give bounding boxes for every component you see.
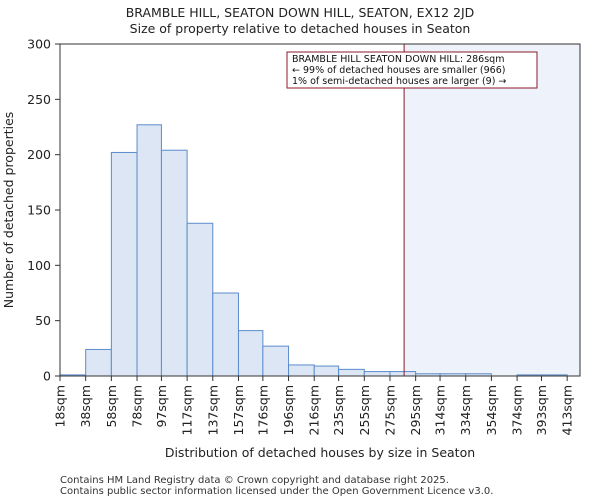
x-tick-label: 275sqm [382, 385, 397, 435]
y-tick-label: 300 [27, 37, 51, 52]
bar-78sqm [136, 124, 162, 377]
bar-216sqm [313, 365, 340, 377]
y-tick-label: 50 [35, 313, 51, 328]
annotation-box: BRAMBLE HILL SEATON DOWN HILL: 286sqm ← … [286, 51, 538, 89]
y-axis-title: Number of detached properties [1, 112, 16, 309]
bar-38sqm [85, 348, 112, 377]
bar-275sqm [389, 371, 417, 377]
chart-title: BRAMBLE HILL, SEATON DOWN HILL, SEATON, … [126, 5, 475, 20]
x-tick-label: 176sqm [255, 385, 270, 435]
bar-157sqm [237, 330, 264, 377]
x-tick-label: 255sqm [357, 385, 372, 435]
y-axis: 0 50 100 150 200 250 300 [27, 37, 60, 384]
annotation-line-3: 1% of semi-detached houses are larger (9… [292, 76, 506, 87]
bars-group [59, 124, 568, 377]
x-tick-label: 38sqm [78, 385, 93, 428]
x-tick-label: 354sqm [484, 385, 499, 435]
x-tick-label: 374sqm [510, 385, 525, 435]
x-tick-label: 334sqm [458, 385, 473, 435]
shaded-region [404, 44, 580, 376]
y-tick-label: 200 [27, 147, 51, 162]
bar-176sqm [262, 345, 290, 377]
y-tick-label: 150 [27, 203, 51, 218]
bar-117sqm [186, 222, 214, 377]
x-axis: 18sqm 38sqm 58sqm 78sqm 97sqm 117sqm 137sqm 157… [53, 376, 575, 435]
bar-196sqm [288, 364, 315, 377]
annotation-line-2: ← 99% of detached houses are smaller (96… [292, 65, 505, 76]
x-tick-label: 78sqm [130, 385, 145, 428]
y-tick-label: 0 [43, 369, 51, 384]
annotation-box-frame [286, 51, 538, 89]
annotation-line-1: BRAMBLE HILL SEATON DOWN HILL: 286sqm [292, 54, 504, 65]
x-tick-label: 314sqm [433, 385, 448, 435]
x-tick-label: 117sqm [180, 385, 195, 435]
x-tick-label: 58sqm [104, 385, 119, 428]
x-tick-label: 97sqm [154, 385, 169, 428]
x-tick-label: 393sqm [534, 385, 549, 435]
x-tick-label: 196sqm [281, 385, 296, 435]
x-tick-label: 295sqm [408, 385, 423, 435]
x-tick-label: 137sqm [205, 385, 220, 435]
bar-235sqm [338, 368, 365, 377]
x-tick-label: 216sqm [307, 385, 322, 435]
x-tick-label: 18sqm [53, 385, 68, 428]
footer-line-2: Contains public sector information licen… [60, 486, 493, 497]
x-axis-title: Distribution of detached houses by size … [165, 445, 475, 460]
bar-58sqm [110, 151, 138, 377]
footer-line-1: Contains HM Land Registry data © Crown c… [60, 475, 449, 486]
y-tick-label: 250 [27, 92, 51, 107]
y-tick-label: 100 [27, 258, 51, 273]
x-tick-label: 413sqm [560, 385, 575, 435]
x-tick-label: 235sqm [331, 385, 346, 435]
bar-97sqm [160, 149, 188, 377]
bar-255sqm [363, 371, 391, 377]
bar-137sqm [212, 292, 239, 377]
chart-subtitle: Size of property relative to detached ho… [130, 21, 471, 36]
x-tick-label: 157sqm [231, 385, 246, 435]
